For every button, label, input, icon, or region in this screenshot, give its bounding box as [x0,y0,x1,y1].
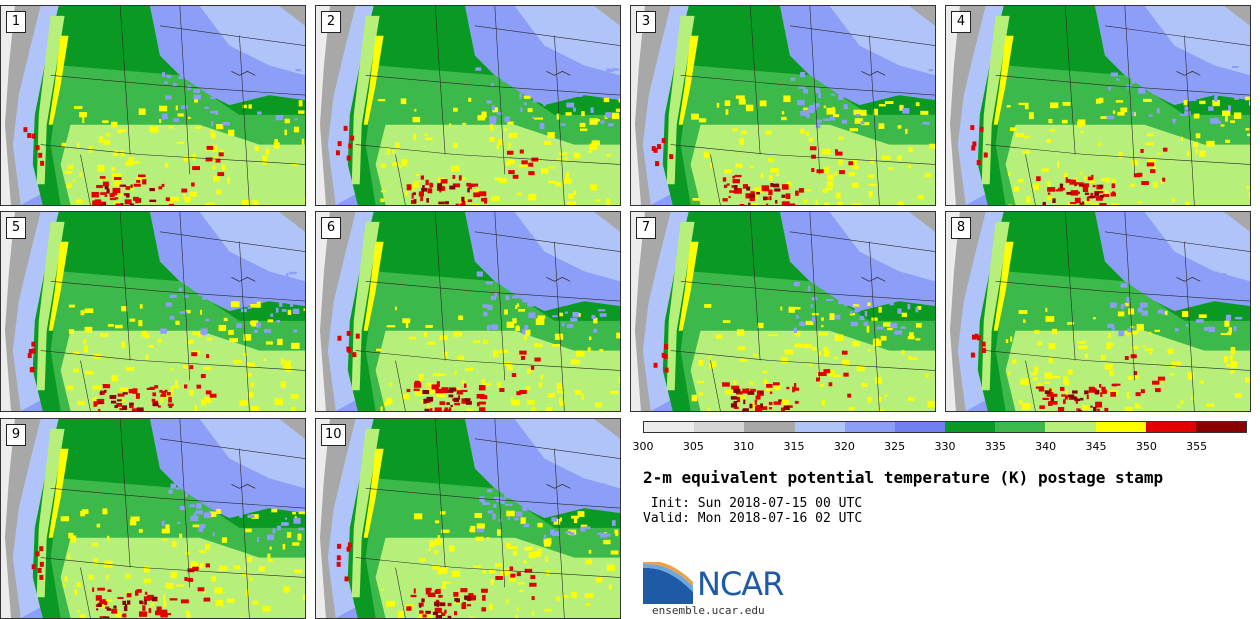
colorbar-segment [894,422,946,432]
panel-number-label: 5 [6,217,26,239]
map-panel: 4 [945,5,1251,206]
panel-number-label: 2 [321,11,341,33]
colorbar-tick-label: 325 [884,440,906,453]
theta-e-map [946,212,1250,411]
colorbar-segment [945,422,996,432]
colorbar-segment [1045,422,1096,432]
theta-e-map [946,6,1250,205]
colorbar-tick-label: 350 [1135,440,1157,453]
theta-e-map [1,6,305,205]
colorbar [643,421,1247,433]
ncar-logo-text: NCAR [697,565,784,603]
valid-time: Valid: Mon 2018-07-16 02 UTC [643,511,863,526]
map-panel: 3 [630,5,936,206]
panel-number-label: 4 [951,11,971,33]
colorbar-tick-label: 345 [1085,440,1107,453]
panel-number-label: 3 [636,11,656,33]
map-panel: 8 [945,211,1251,412]
ncar-logo: NCAR [643,562,793,604]
colorbar-segment [744,422,795,432]
colorbar-segment [1095,422,1146,432]
colorbar-segment [1195,422,1247,432]
colorbar-segment [1145,422,1196,432]
colorbar-tick-label: 335 [984,440,1006,453]
theta-e-map [631,212,935,411]
theta-e-map [1,419,305,618]
colorbar-tick-label: 330 [934,440,956,453]
theta-e-map [1,212,305,411]
colorbar-segment [844,422,895,432]
map-panel: 1 [0,5,306,206]
colorbar-tick-label: 305 [682,440,704,453]
panel-number-label: 1 [6,11,26,33]
map-panel: 6 [315,211,621,412]
map-panel: 7 [630,211,936,412]
panel-number-label: 6 [321,217,341,239]
colorbar-tick-label: 340 [1035,440,1057,453]
panel-number-label: 9 [6,424,26,446]
map-panel: 9 [0,418,306,619]
map-panel: 10 [315,418,621,619]
colorbar-segment [644,422,695,432]
colorbar-tick-label: 310 [733,440,755,453]
colorbar-tick-label: 315 [783,440,805,453]
theta-e-map [316,419,620,618]
colorbar-tick-label: 355 [1186,440,1208,453]
logo-url: ensemble.ucar.edu [652,604,765,617]
init-time: Init: Sun 2018-07-15 00 UTC [643,496,863,511]
colorbar-segment [794,422,845,432]
panel-number-label: 8 [951,217,971,239]
map-panel: 5 [0,211,306,412]
theta-e-map [316,212,620,411]
plot-title: 2-m equivalent potential temperature (K)… [643,468,1164,487]
colorbar-segment [694,422,745,432]
colorbar-segment [995,422,1046,432]
theta-e-map [631,6,935,205]
theta-e-map [316,6,620,205]
map-panel: 2 [315,5,621,206]
ncar-swoosh-icon [643,562,693,604]
colorbar-tick-label: 300 [632,440,654,453]
colorbar-tick-label: 320 [833,440,855,453]
panel-number-label: 7 [636,217,656,239]
panel-number-label: 10 [321,424,346,446]
